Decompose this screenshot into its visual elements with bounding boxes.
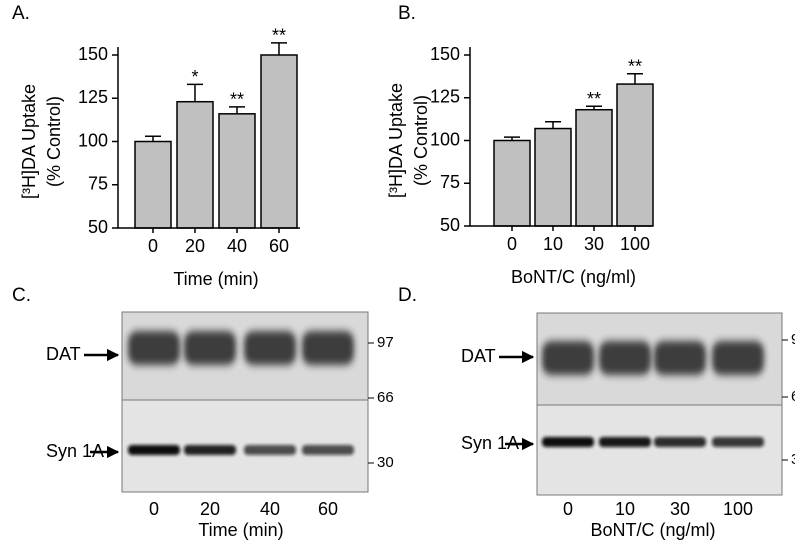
- row-label: DAT: [46, 344, 81, 364]
- bar: [134, 140, 172, 229]
- axes: [117, 47, 300, 229]
- dat-band: [654, 341, 706, 375]
- error-bar: [187, 83, 203, 102]
- error-bar: [545, 120, 561, 129]
- bar: [575, 108, 613, 227]
- axes: [469, 47, 652, 227]
- dat-band: [599, 341, 651, 375]
- significance: *: [191, 67, 198, 87]
- panel-label: D.: [398, 285, 417, 306]
- x-tick-label: 10: [543, 234, 563, 254]
- y-tick-label: 75: [88, 174, 108, 194]
- lane-label: 30: [670, 499, 690, 519]
- error-bar: [145, 135, 161, 142]
- panel-label: C.: [12, 285, 31, 306]
- bar: [616, 83, 654, 227]
- dat-band: [712, 341, 764, 375]
- y-axis-label: (% Control): [44, 96, 64, 187]
- lane-label: 60: [318, 499, 338, 519]
- x-tick-label: 100: [620, 234, 650, 254]
- y-tick-label: 150: [78, 44, 108, 64]
- y-tick-label: 100: [430, 129, 460, 149]
- significance: **: [628, 57, 642, 77]
- syn-band: [184, 445, 236, 455]
- significance: **: [587, 89, 601, 109]
- y-tick-label: 150: [430, 44, 460, 64]
- error-bar: [586, 105, 602, 110]
- x-tick-label: 0: [507, 234, 517, 254]
- marker-label: 66: [377, 389, 394, 406]
- x-axis-label: Time (min): [198, 520, 283, 540]
- x-tick-label: 60: [269, 236, 289, 256]
- y-axis-label: (% Control): [411, 95, 431, 186]
- dat-band: [542, 341, 594, 375]
- y-tick-label: 75: [440, 172, 460, 192]
- x-tick-label: 30: [584, 234, 604, 254]
- marker-label: 66: [791, 388, 795, 405]
- syn-band: [542, 437, 594, 447]
- y-tick-label: 125: [430, 87, 460, 107]
- x-tick-label: 0: [148, 236, 158, 256]
- lane-label: 0: [149, 499, 159, 519]
- panel-label: B.: [398, 3, 416, 24]
- row-label: Syn 1A: [461, 433, 519, 453]
- lane-label: 10: [615, 499, 635, 519]
- dat-band: [184, 331, 236, 365]
- bar: [493, 139, 531, 227]
- panel-label: A.: [12, 3, 30, 24]
- lane-label: 20: [200, 499, 220, 519]
- bar: [534, 127, 572, 227]
- y-tick-label: 125: [78, 87, 108, 107]
- row-label: Syn 1A: [46, 441, 104, 461]
- dat-band: [302, 331, 354, 365]
- marker-label: 30: [791, 451, 795, 468]
- row-label: DAT: [461, 346, 496, 366]
- y-tick-label: 100: [78, 130, 108, 150]
- lane-label: 40: [260, 499, 280, 519]
- x-tick-label: 20: [185, 236, 205, 256]
- significance: **: [230, 90, 244, 110]
- bar: [218, 113, 256, 229]
- bar: [176, 100, 214, 229]
- marker-label: 97: [791, 331, 795, 348]
- y-axis-label: [³H]DA Uptake: [19, 84, 39, 199]
- blot-lower: [536, 404, 783, 496]
- x-tick-label: 40: [227, 236, 247, 256]
- syn-band: [244, 445, 296, 455]
- x-axis-label: BoNT/C (ng/ml): [590, 520, 715, 540]
- y-axis-label: [³H]DA Uptake: [386, 83, 406, 198]
- syn-band: [302, 445, 354, 455]
- syn-band: [599, 437, 651, 447]
- error-bar: [627, 73, 643, 85]
- syn-band: [654, 437, 706, 447]
- dat-band: [244, 331, 296, 365]
- bar: [260, 54, 298, 229]
- error-bar: [504, 136, 520, 141]
- y-tick-label: 50: [88, 217, 108, 237]
- lane-label: 100: [723, 499, 753, 519]
- syn-band: [128, 445, 180, 455]
- error-bar: [229, 106, 245, 114]
- lane-label: 0: [563, 499, 573, 519]
- x-axis-label: Time (min): [173, 269, 258, 289]
- marker-label: 97: [377, 334, 394, 351]
- x-axis-label: BoNT/C (ng/ml): [511, 267, 636, 287]
- marker-label: 30: [377, 454, 394, 471]
- y-tick-label: 50: [440, 215, 460, 235]
- syn-band: [712, 437, 764, 447]
- significance: **: [272, 26, 286, 46]
- dat-band: [128, 331, 180, 365]
- error-bar: [271, 42, 287, 55]
